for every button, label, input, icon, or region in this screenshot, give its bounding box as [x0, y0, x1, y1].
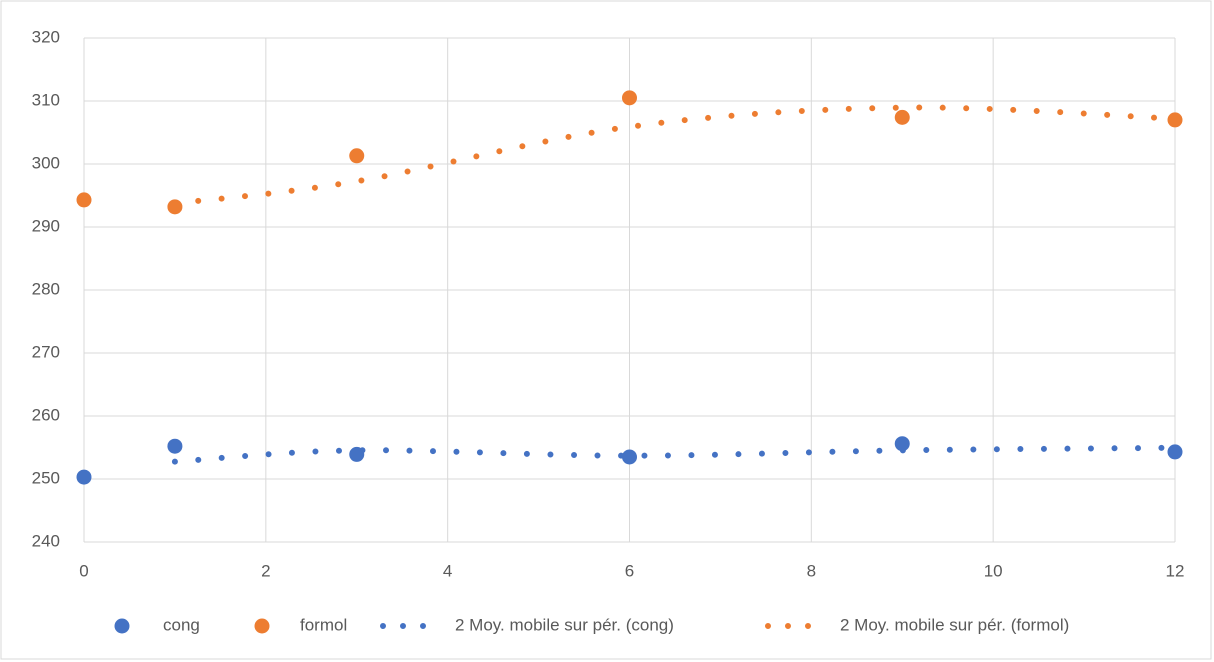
point [167, 438, 183, 454]
point [76, 192, 92, 208]
point [76, 469, 92, 485]
y-tick-label: 240 [32, 531, 60, 550]
point [1167, 444, 1183, 460]
point [349, 446, 365, 462]
legend-marker [114, 618, 130, 634]
y-tick-label: 290 [32, 216, 60, 235]
x-tick-label: 10 [984, 561, 1003, 580]
x-tick-label: 6 [625, 561, 634, 580]
x-tick-label: 4 [443, 561, 452, 580]
legend-marker [254, 618, 270, 634]
legend-label: 2 Moy. mobile sur pér. (cong) [455, 615, 674, 634]
trend-line [171, 104, 1178, 207]
point [622, 449, 637, 465]
y-tick-label: 320 [32, 27, 60, 46]
y-tick-label: 310 [32, 90, 60, 109]
y-tick-label: 250 [32, 468, 60, 487]
legend-label: 2 Moy. mobile sur pér. (formol) [840, 615, 1069, 634]
point [167, 199, 183, 215]
y-tick-label: 260 [32, 405, 60, 424]
point [1167, 112, 1183, 128]
y-tick-label: 300 [32, 153, 60, 172]
y-tick-label: 280 [32, 279, 60, 298]
y-tick-label: 270 [32, 342, 60, 361]
point [622, 90, 637, 106]
x-tick-label: 12 [1166, 561, 1185, 580]
x-tick-label: 8 [807, 561, 816, 580]
point [349, 148, 365, 164]
point [894, 436, 910, 452]
x-tick-label: 0 [79, 561, 88, 580]
legend-label: cong [163, 615, 200, 634]
point [894, 109, 910, 125]
x-tick-label: 2 [261, 561, 270, 580]
legend-label: formol [300, 615, 347, 634]
